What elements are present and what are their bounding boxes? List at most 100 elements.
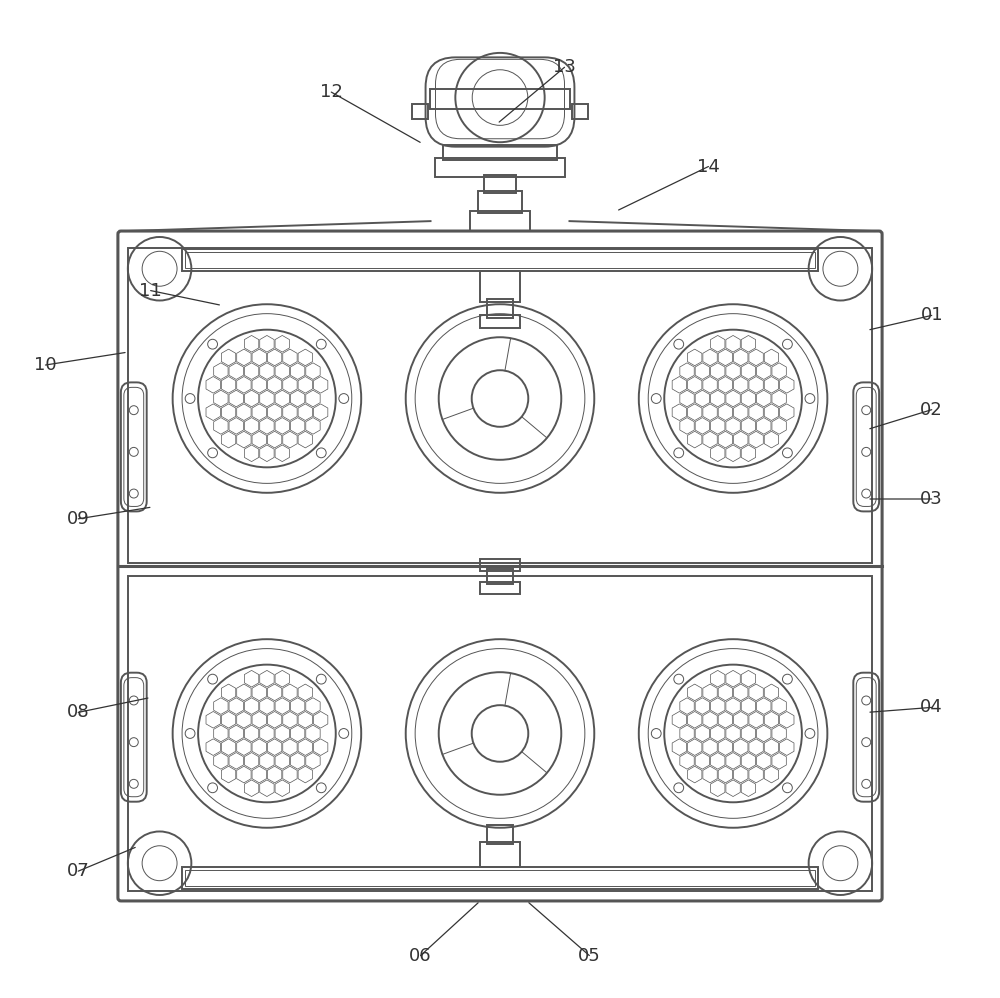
Bar — [480, 315, 520, 328]
Polygon shape — [757, 363, 771, 379]
Text: 10: 10 — [34, 356, 57, 374]
Polygon shape — [726, 445, 740, 461]
Polygon shape — [764, 404, 779, 420]
Polygon shape — [298, 376, 312, 393]
Polygon shape — [695, 726, 710, 742]
Polygon shape — [283, 404, 297, 420]
Polygon shape — [764, 349, 779, 365]
Polygon shape — [688, 349, 702, 365]
Polygon shape — [221, 376, 236, 393]
Polygon shape — [229, 726, 243, 742]
Polygon shape — [244, 698, 259, 715]
Polygon shape — [695, 390, 710, 407]
Polygon shape — [252, 376, 266, 393]
Polygon shape — [772, 752, 786, 769]
Bar — [435, 158, 565, 178]
Polygon shape — [283, 376, 297, 393]
Polygon shape — [252, 404, 266, 420]
Polygon shape — [237, 684, 251, 701]
Polygon shape — [741, 363, 756, 379]
Polygon shape — [718, 766, 733, 782]
Polygon shape — [711, 671, 725, 687]
Polygon shape — [734, 712, 748, 729]
Bar — [487, 298, 513, 318]
Polygon shape — [718, 431, 733, 448]
Polygon shape — [267, 376, 282, 393]
Polygon shape — [780, 739, 794, 755]
Bar — [480, 582, 520, 594]
Polygon shape — [244, 363, 259, 379]
Polygon shape — [688, 684, 702, 701]
Polygon shape — [672, 376, 687, 393]
Polygon shape — [313, 712, 328, 729]
Bar — [484, 176, 516, 194]
Bar — [182, 867, 818, 889]
Bar — [480, 842, 520, 867]
Polygon shape — [695, 417, 710, 434]
Polygon shape — [221, 712, 236, 729]
Bar — [128, 576, 872, 891]
Polygon shape — [244, 335, 259, 352]
Polygon shape — [290, 726, 305, 742]
Text: 13: 13 — [553, 58, 576, 76]
Polygon shape — [275, 390, 289, 407]
Text: 09: 09 — [67, 510, 90, 528]
Polygon shape — [260, 445, 274, 461]
Polygon shape — [267, 766, 282, 782]
Polygon shape — [275, 671, 289, 687]
Polygon shape — [283, 349, 297, 365]
Polygon shape — [221, 404, 236, 420]
Text: 07: 07 — [67, 862, 90, 880]
Polygon shape — [260, 779, 274, 796]
Polygon shape — [718, 349, 733, 365]
Polygon shape — [726, 752, 740, 769]
Text: 03: 03 — [920, 490, 943, 508]
Polygon shape — [772, 417, 786, 434]
Polygon shape — [244, 752, 259, 769]
Polygon shape — [229, 752, 243, 769]
Polygon shape — [275, 698, 289, 715]
Polygon shape — [260, 363, 274, 379]
Polygon shape — [718, 684, 733, 701]
Polygon shape — [764, 376, 779, 393]
Polygon shape — [703, 376, 717, 393]
Polygon shape — [726, 335, 740, 352]
Bar — [470, 212, 530, 232]
Polygon shape — [244, 445, 259, 461]
Polygon shape — [711, 779, 725, 796]
Polygon shape — [711, 445, 725, 461]
Polygon shape — [734, 739, 748, 755]
Polygon shape — [772, 390, 786, 407]
Polygon shape — [672, 739, 687, 755]
Polygon shape — [260, 671, 274, 687]
Polygon shape — [298, 766, 312, 782]
Text: 05: 05 — [578, 946, 601, 964]
Polygon shape — [749, 766, 763, 782]
Polygon shape — [680, 698, 694, 715]
Polygon shape — [711, 698, 725, 715]
Polygon shape — [772, 726, 786, 742]
Bar — [185, 870, 815, 886]
Polygon shape — [306, 752, 320, 769]
Polygon shape — [680, 390, 694, 407]
Polygon shape — [772, 698, 786, 715]
Polygon shape — [206, 376, 220, 393]
Polygon shape — [711, 390, 725, 407]
Polygon shape — [695, 698, 710, 715]
Polygon shape — [260, 390, 274, 407]
Polygon shape — [749, 404, 763, 420]
Polygon shape — [244, 726, 259, 742]
Polygon shape — [244, 417, 259, 434]
Polygon shape — [741, 671, 756, 687]
Polygon shape — [718, 739, 733, 755]
Polygon shape — [703, 739, 717, 755]
Polygon shape — [757, 390, 771, 407]
Polygon shape — [306, 390, 320, 407]
Polygon shape — [298, 404, 312, 420]
Polygon shape — [283, 712, 297, 729]
Polygon shape — [672, 404, 687, 420]
Polygon shape — [229, 363, 243, 379]
Polygon shape — [283, 431, 297, 448]
Polygon shape — [306, 698, 320, 715]
Polygon shape — [298, 739, 312, 755]
